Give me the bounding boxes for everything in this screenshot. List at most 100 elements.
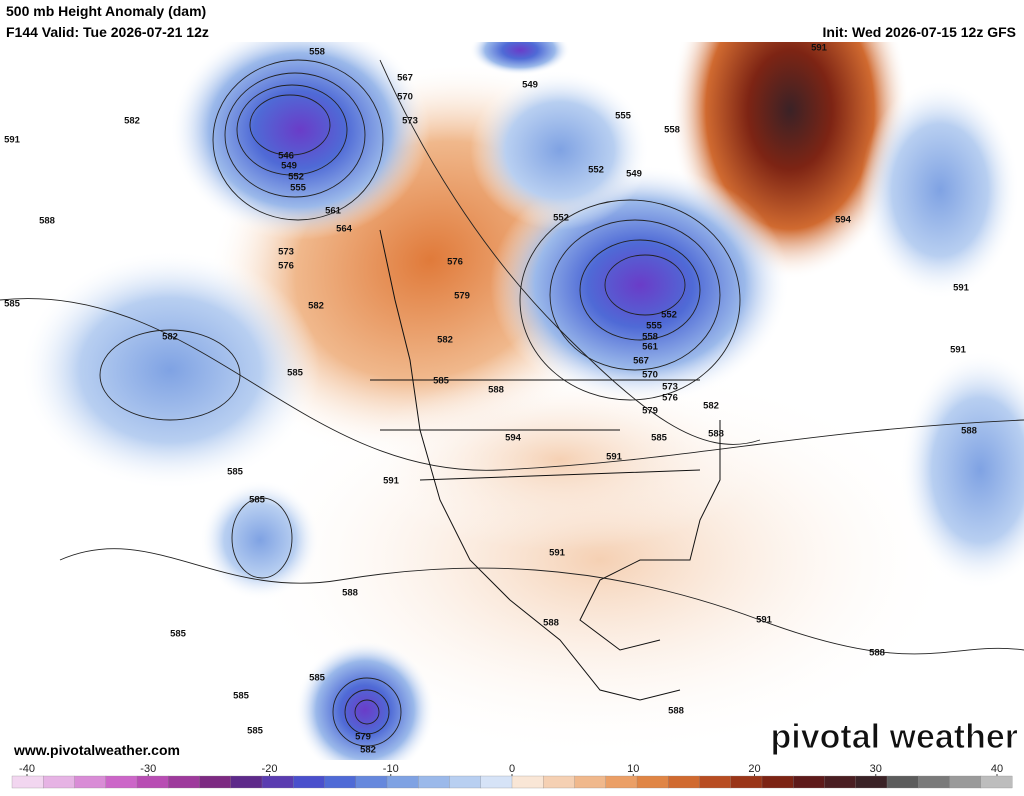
contour-label: 573 — [278, 247, 294, 258]
contour-label: 594 — [835, 215, 852, 226]
colorbar-cell — [574, 775, 607, 789]
contour-label: 552 — [553, 213, 569, 224]
colorbar-tick-label: -20 — [262, 763, 278, 775]
contour-label: 570 — [642, 370, 658, 381]
contour-labels: 5585675705735465495525555615645825915885… — [4, 43, 977, 756]
contour-label: 561 — [642, 342, 659, 353]
colorbar-cell — [824, 775, 857, 789]
colorbar-cell — [168, 775, 200, 789]
colorbar-cell — [136, 775, 169, 789]
contour-label: 591 — [953, 283, 970, 294]
contour-label: 585 — [4, 299, 21, 310]
colorbar-cell — [636, 775, 669, 789]
colorbar-cell — [386, 775, 419, 789]
title: 500 mb Height Anomaly (dam) — [6, 3, 206, 19]
colorbar-cell — [543, 775, 575, 789]
colorbar-cell — [699, 775, 732, 789]
colorbar: -40 -30 -20 -10 0 10 20 30 40 — [11, 763, 1013, 789]
colorbar-cell — [355, 775, 388, 789]
colorbar-tick-label: 10 — [627, 763, 639, 775]
colorbar-tick-label: -10 — [383, 763, 399, 775]
contour-label: 558 — [309, 47, 325, 58]
contour-label: 582 — [703, 401, 719, 412]
contour-label: 588 — [708, 429, 724, 440]
contour-label: 549 — [281, 161, 297, 172]
colorbar-cell — [418, 775, 450, 789]
colorbar-tick-label: 40 — [991, 763, 1003, 775]
contour-label: 555 — [615, 111, 632, 122]
colorbar-tick-label: -40 — [19, 763, 35, 775]
contour-label: 579 — [454, 291, 470, 302]
contour-label: 552 — [288, 172, 304, 183]
contour-label: 567 — [633, 356, 649, 367]
contour-label: 585 — [433, 376, 450, 387]
colorbar-cell — [511, 775, 544, 789]
contour-label: 582 — [437, 335, 453, 346]
colorbar-cell — [980, 775, 1013, 789]
contour-label: 558 — [664, 125, 680, 136]
contour-label: 579 — [642, 406, 658, 417]
contour-label: 570 — [397, 92, 413, 103]
colorbar-cell — [230, 775, 263, 789]
contour-label: 549 — [522, 80, 538, 91]
contour-label: 561 — [325, 206, 342, 217]
colorbar-cell — [449, 775, 482, 789]
contour-label: 558 — [642, 332, 658, 343]
colorbar-cell — [324, 775, 357, 789]
contour-label: 546 — [278, 151, 294, 162]
contour-label: 591 — [756, 615, 773, 626]
contour-label: 591 — [811, 43, 828, 54]
init-time: Init: Wed 2026-07-15 12z GFS — [823, 24, 1016, 40]
colorbar-cell — [105, 775, 138, 789]
colorbar-cell — [855, 775, 888, 789]
colorbar-cell — [886, 775, 919, 789]
contour-label: 576 — [447, 257, 463, 268]
contour-label: 585 — [287, 368, 304, 379]
colorbar-cell — [605, 775, 638, 789]
contour-label: 576 — [662, 393, 678, 404]
contour-label: 591 — [4, 135, 21, 146]
colorbar-cell — [668, 775, 700, 789]
colorbar-cell — [199, 775, 232, 789]
contour-label: 588 — [39, 216, 55, 227]
colorbar-cell — [480, 775, 513, 789]
map — [0, 42, 1024, 760]
colorbar-cell — [74, 775, 107, 789]
contour-label: 585 — [170, 629, 187, 640]
contour-label: 588 — [543, 618, 559, 629]
contour-label: 594 — [505, 433, 522, 444]
colorbar-cell — [761, 775, 794, 789]
contour-label: 585 — [247, 726, 264, 737]
contour-label: 585 — [233, 691, 250, 702]
colorbar-cell — [949, 775, 982, 789]
contour-label: 567 — [397, 73, 413, 84]
contour-label: 591 — [606, 452, 623, 463]
contour-label: 582 — [308, 301, 324, 312]
contour-label: 579 — [355, 732, 371, 743]
contour-label: 573 — [662, 382, 678, 393]
contour-label: 582 — [162, 332, 178, 343]
colorbar-cell — [43, 775, 75, 789]
contour-label: 588 — [961, 426, 977, 437]
contour-label: 573 — [402, 116, 418, 127]
colorbar-tick-label: -30 — [140, 763, 156, 775]
colorbar-tick-label: 20 — [748, 763, 760, 775]
colorbar-cell — [918, 775, 950, 789]
colorbar-cell — [11, 775, 44, 789]
logo: pivotal weather — [770, 718, 1018, 756]
contour-label: 576 — [278, 261, 294, 272]
contour-label: 555 — [646, 321, 663, 332]
contour-label: 591 — [383, 476, 400, 487]
contour-label: 585 — [309, 673, 326, 684]
contour-label: 564 — [336, 224, 353, 235]
contour-label: 582 — [360, 745, 376, 756]
colorbar-cell — [261, 775, 294, 789]
colorbar-cell — [793, 775, 825, 789]
contour-label: 588 — [668, 706, 684, 717]
contour-label: 588 — [342, 588, 358, 599]
contour-label: 552 — [661, 310, 677, 321]
contour-label: 588 — [488, 385, 504, 396]
contour-label: 582 — [124, 116, 140, 127]
contour-label: 552 — [588, 165, 604, 176]
